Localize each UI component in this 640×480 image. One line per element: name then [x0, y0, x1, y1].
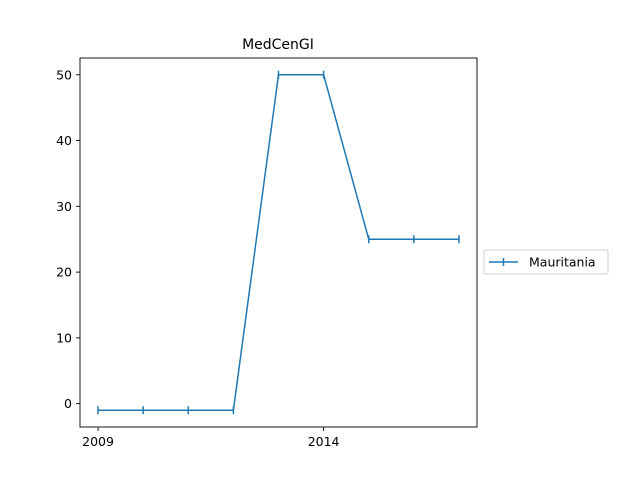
legend-box — [483, 249, 609, 275]
y-tick-label: 20 — [56, 265, 72, 280]
x-axis-ticks: 2009 2014 — [82, 427, 340, 449]
y-tick-label: 30 — [56, 199, 72, 214]
y-axis-ticks: 0 10 20 30 40 50 — [56, 67, 80, 411]
y-tick-label: 50 — [56, 67, 72, 82]
y-tick-label: 0 — [64, 396, 72, 411]
y-tick-label: 40 — [56, 133, 72, 148]
x-tick-label: 2009 — [82, 434, 114, 449]
y-tick-label: 10 — [56, 330, 72, 345]
legend-label-mauritania: Mauritania — [529, 255, 596, 270]
x-tick-label: 2014 — [308, 434, 340, 449]
chart-title: MedCenGI — [242, 37, 314, 53]
plot-frame — [79, 57, 478, 428]
legend: Mauritania — [483, 249, 609, 275]
series-layer — [97, 70, 460, 415]
